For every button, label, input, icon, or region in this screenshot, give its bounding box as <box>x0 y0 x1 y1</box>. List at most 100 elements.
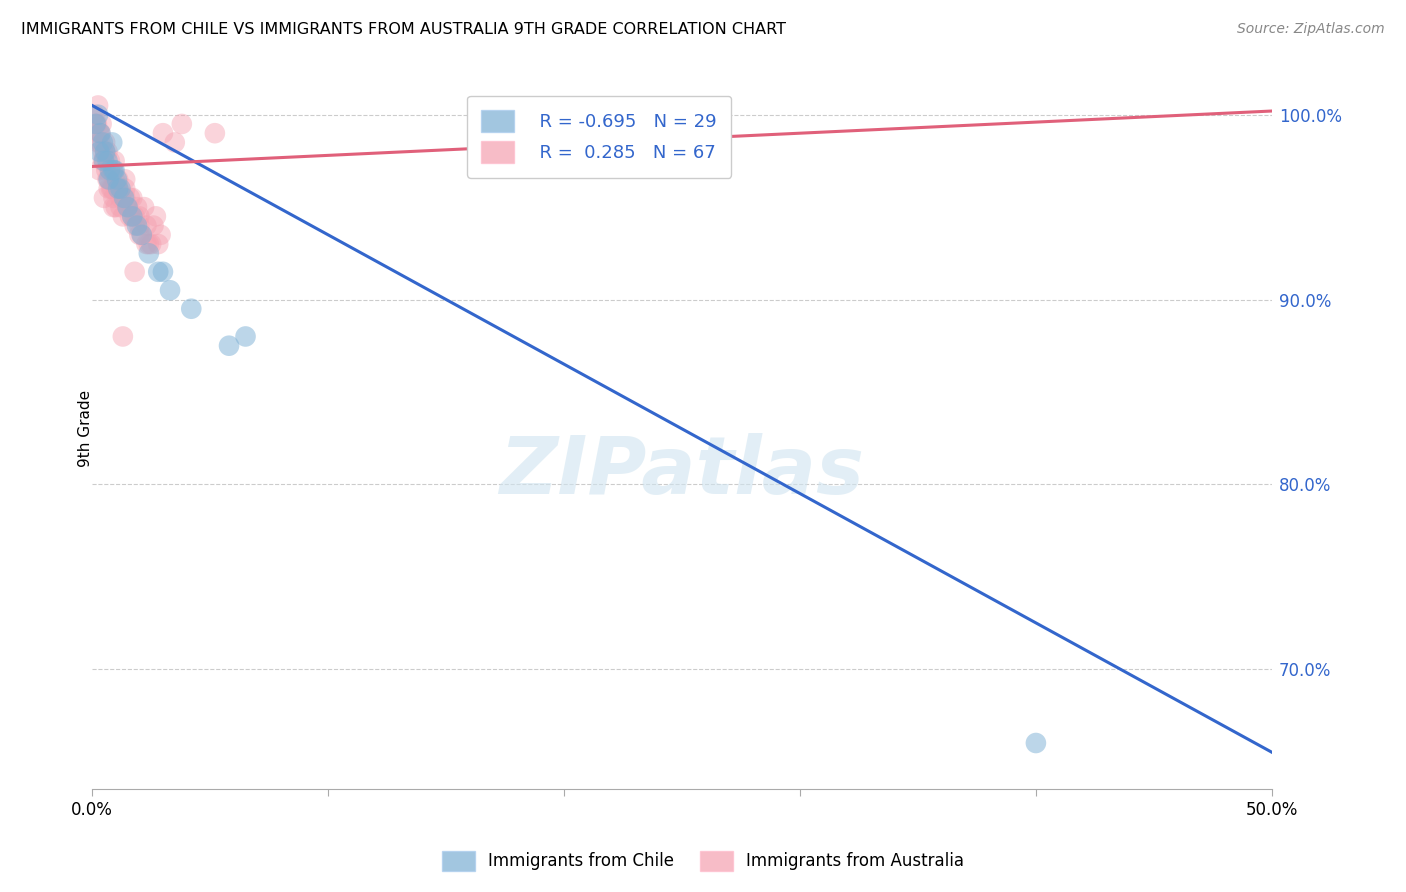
Point <box>132 200 155 214</box>
Point <box>93 191 115 205</box>
Point <box>142 219 165 233</box>
Point <box>163 136 186 150</box>
Point <box>91 136 114 150</box>
Point <box>138 246 160 260</box>
Point <box>138 237 160 252</box>
Point <box>86 117 108 131</box>
Point <box>87 108 110 122</box>
Point <box>125 219 148 233</box>
Point <box>87 98 110 112</box>
Y-axis label: 9th Grade: 9th Grade <box>77 391 93 467</box>
Point <box>98 163 121 178</box>
Point <box>89 163 111 178</box>
Point <box>145 210 167 224</box>
Point <box>84 117 107 131</box>
Point <box>87 136 110 150</box>
Point <box>159 283 181 297</box>
Point <box>125 200 148 214</box>
Point <box>112 191 135 205</box>
Point <box>89 145 111 159</box>
Point <box>131 227 153 242</box>
Point <box>96 163 118 178</box>
Point <box>124 219 146 233</box>
Point <box>110 200 132 214</box>
Point <box>83 108 105 122</box>
Point <box>148 265 170 279</box>
Point <box>152 265 174 279</box>
Point <box>149 227 172 242</box>
Point <box>218 339 240 353</box>
Point <box>93 153 115 168</box>
Point <box>104 163 127 178</box>
Point <box>94 145 117 159</box>
Point <box>128 219 150 233</box>
Point <box>96 153 118 168</box>
Point <box>91 145 114 159</box>
Point <box>124 210 146 224</box>
Point <box>152 126 174 140</box>
Point <box>97 172 120 186</box>
Point <box>91 153 114 168</box>
Point <box>90 117 112 131</box>
Point <box>104 200 127 214</box>
Point <box>135 237 157 252</box>
Legend: Immigrants from Chile, Immigrants from Australia: Immigrants from Chile, Immigrants from A… <box>433 842 973 880</box>
Point <box>97 172 120 186</box>
Point <box>124 265 146 279</box>
Text: ZIPatlas: ZIPatlas <box>499 434 865 511</box>
Point <box>96 172 118 186</box>
Point <box>107 181 129 195</box>
Point <box>104 172 127 186</box>
Point <box>107 172 129 186</box>
Text: IMMIGRANTS FROM CHILE VS IMMIGRANTS FROM AUSTRALIA 9TH GRADE CORRELATION CHART: IMMIGRANTS FROM CHILE VS IMMIGRANTS FROM… <box>21 22 786 37</box>
Point <box>107 181 129 195</box>
Point <box>131 227 153 242</box>
Legend:   R = -0.695   N = 29,   R =  0.285   N = 67: R = -0.695 N = 29, R = 0.285 N = 67 <box>467 95 731 178</box>
Point <box>105 181 128 195</box>
Point <box>84 117 107 131</box>
Point <box>121 191 143 205</box>
Point <box>94 145 117 159</box>
Point <box>110 181 132 195</box>
Point <box>105 172 128 186</box>
Point <box>114 181 136 195</box>
Point <box>117 200 139 214</box>
Point <box>118 191 141 205</box>
Point <box>180 301 202 316</box>
Point <box>103 163 125 178</box>
Point <box>1025 736 1047 750</box>
Point <box>110 191 132 205</box>
Point <box>170 117 193 131</box>
Point <box>141 237 163 252</box>
Point <box>101 163 124 178</box>
Point <box>89 126 111 140</box>
Point <box>121 210 143 224</box>
Point <box>96 145 118 159</box>
Point <box>148 237 170 252</box>
Point <box>104 153 127 168</box>
Point <box>98 163 121 178</box>
Point <box>101 181 124 195</box>
Point <box>89 136 111 150</box>
Point <box>235 329 257 343</box>
Point <box>114 172 136 186</box>
Point <box>89 126 111 140</box>
Point <box>204 126 226 140</box>
Point <box>114 191 136 205</box>
Point <box>128 227 150 242</box>
Point <box>103 200 125 214</box>
Point <box>101 136 124 150</box>
Point <box>111 210 134 224</box>
Point <box>121 210 143 224</box>
Point <box>89 126 111 140</box>
Point <box>97 181 120 195</box>
Point <box>128 210 150 224</box>
Point <box>103 191 125 205</box>
Point <box>118 210 141 224</box>
Point <box>93 153 115 168</box>
Point <box>98 153 121 168</box>
Point <box>100 181 122 195</box>
Point <box>135 219 157 233</box>
Text: Source: ZipAtlas.com: Source: ZipAtlas.com <box>1237 22 1385 37</box>
Point <box>111 329 134 343</box>
